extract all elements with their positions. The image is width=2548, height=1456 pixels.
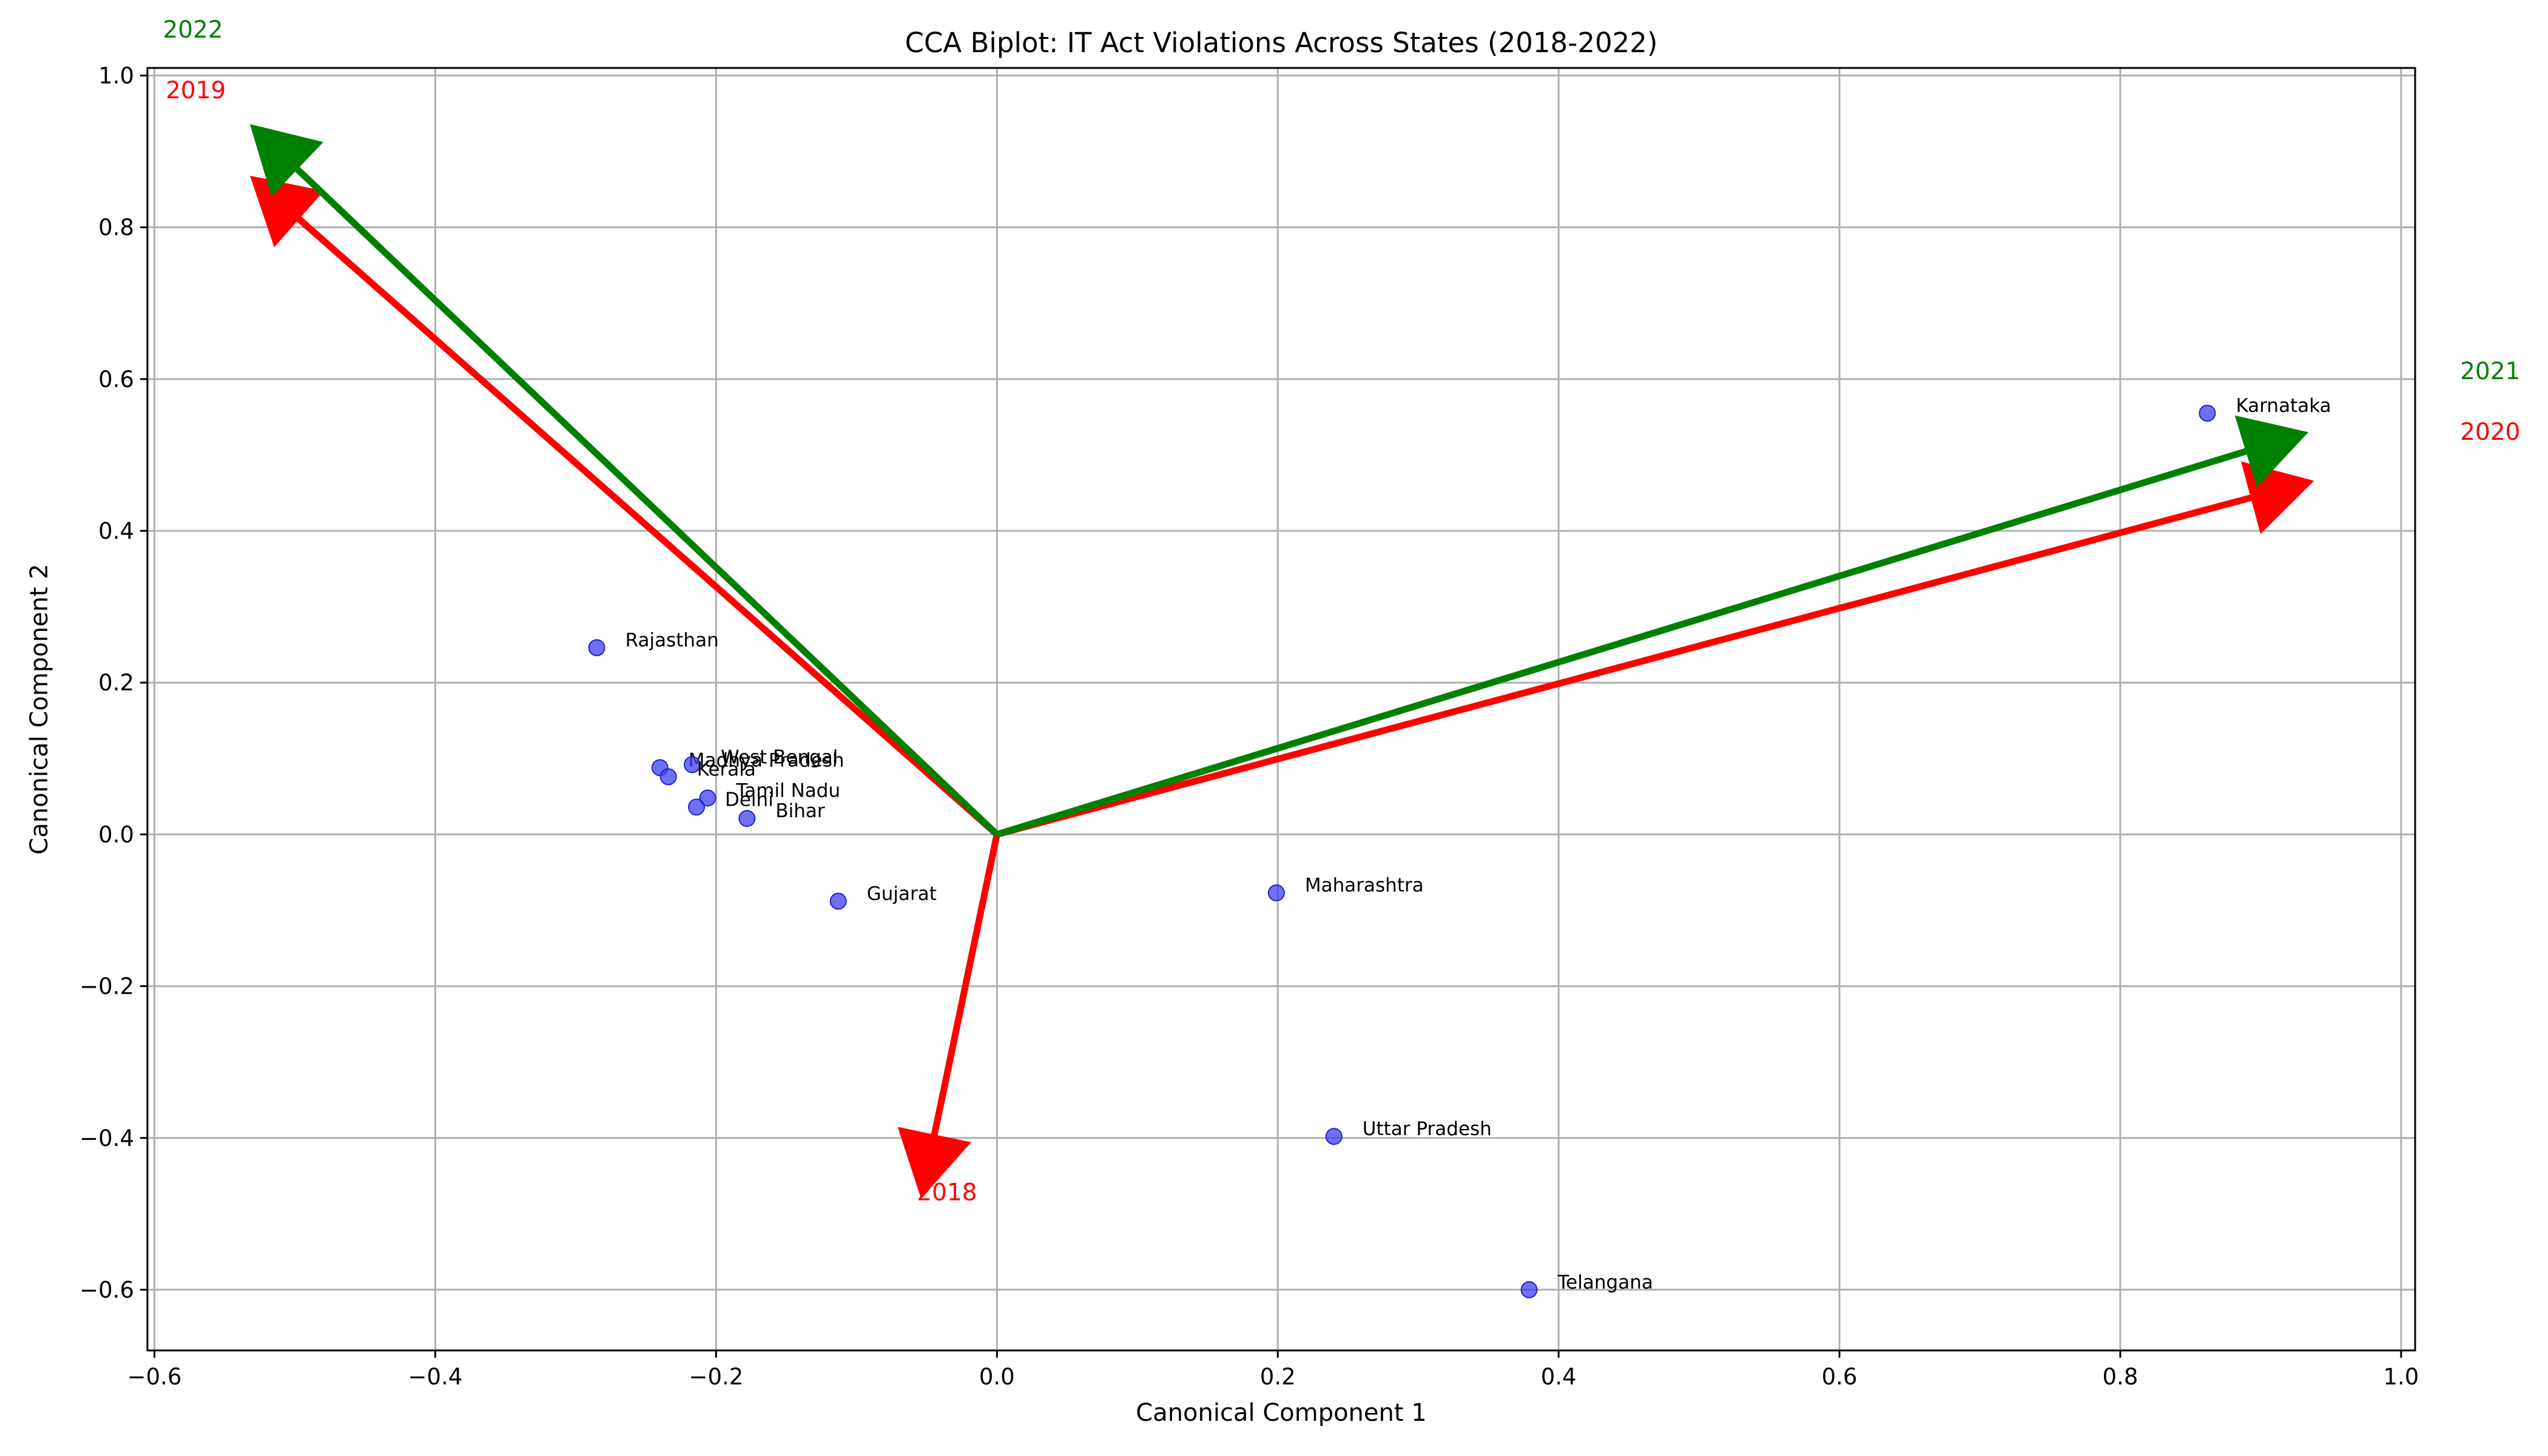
point-delhi	[687, 798, 705, 816]
point-rajasthan	[588, 639, 605, 656]
point-label-karnataka: Karnataka	[2236, 395, 2331, 417]
x-tick-label: 0.8	[2103, 1364, 2138, 1390]
loading-vectors	[250, 124, 2314, 1199]
vector-labels: 2018 2019 2020 2021 2022	[163, 16, 2520, 1206]
x-tick-label: −0.2	[689, 1364, 743, 1390]
x-axis-ticks: −0.6 −0.4 −0.2 0.0 0.2 0.4 0.6 0.8 1.0	[127, 1350, 2419, 1390]
point-west-bengal	[684, 756, 701, 774]
point-uttar-pradesh	[1325, 1128, 1343, 1145]
point-tamil-nadu	[699, 789, 716, 807]
vector-arrow-2021	[996, 415, 2309, 838]
x-tick-label: 0.0	[979, 1364, 1015, 1390]
y-axis-ticks: −0.6 −0.4 −0.2 0.0 0.2 0.4 0.6 0.8 1.0	[79, 63, 147, 1303]
vector-arrow-2022	[250, 124, 1000, 837]
y-tick-label: 0.2	[98, 670, 134, 696]
y-tick-label: −0.6	[79, 1277, 134, 1303]
y-tick-label: 0.6	[98, 366, 134, 393]
x-axis-label: Canonical Component 1	[1136, 1399, 1426, 1427]
point-gujarat	[829, 892, 847, 910]
point-label-delhi: Delhi	[725, 789, 774, 811]
y-tick-label: 0.4	[98, 518, 134, 544]
x-tick-label: 1.0	[2383, 1364, 2419, 1390]
point-label-gujarat: Gujarat	[867, 883, 937, 905]
point-label-maharashtra: Maharashtra	[1305, 875, 1424, 897]
x-tick-label: 0.4	[1541, 1364, 1577, 1390]
point-label-bihar: Bihar	[775, 800, 825, 822]
vector-arrow-2019	[250, 175, 999, 837]
x-tick-label: 0.2	[1260, 1364, 1296, 1390]
point-label-madhya-pradesh: Madhya Pradesh	[689, 749, 844, 771]
x-tick-label: −0.4	[408, 1364, 463, 1390]
point-label-kerala: Kerala	[697, 758, 756, 780]
point-telangana	[1520, 1281, 1538, 1298]
plot-frame	[146, 67, 2416, 1352]
vector-label-2021: 2021	[2460, 358, 2520, 385]
vector-arrow-2020	[996, 461, 2314, 838]
vector-label-2020: 2020	[2460, 419, 2520, 446]
y-tick-label: 0.8	[98, 215, 134, 241]
y-tick-label: −0.4	[79, 1125, 134, 1151]
point-label-tamil-nadu: Tamil Nadu	[736, 780, 841, 801]
point-maharashtra	[1267, 884, 1285, 902]
chart-title: CCA Biplot: IT Act Violations Across Sta…	[905, 27, 1658, 59]
point-label-west-bengal: West Bengal	[721, 746, 838, 768]
vector-label-2019: 2019	[166, 77, 226, 104]
point-label-rajasthan: Rajasthan	[625, 630, 719, 652]
vector-arrow-2018	[897, 834, 1000, 1199]
y-tick-label: 1.0	[98, 63, 134, 89]
vector-label-2022: 2022	[163, 16, 223, 44]
y-tick-label: 0.0	[98, 821, 134, 848]
point-karnataka	[2199, 405, 2216, 422]
point-bihar	[738, 810, 756, 827]
y-axis-label: Canonical Component 2	[25, 564, 53, 854]
grid	[147, 68, 2415, 1350]
y-tick-label: −0.2	[79, 974, 134, 1000]
point-label-telangana: Telangana	[1557, 1272, 1653, 1293]
point-label-uttar-pradesh: Uttar Pradesh	[1363, 1118, 1492, 1140]
x-tick-label: −0.6	[127, 1364, 182, 1390]
x-tick-label: 0.6	[1822, 1364, 1858, 1390]
vector-label-2018: 2018	[917, 1179, 977, 1206]
point-kerala	[659, 768, 677, 786]
